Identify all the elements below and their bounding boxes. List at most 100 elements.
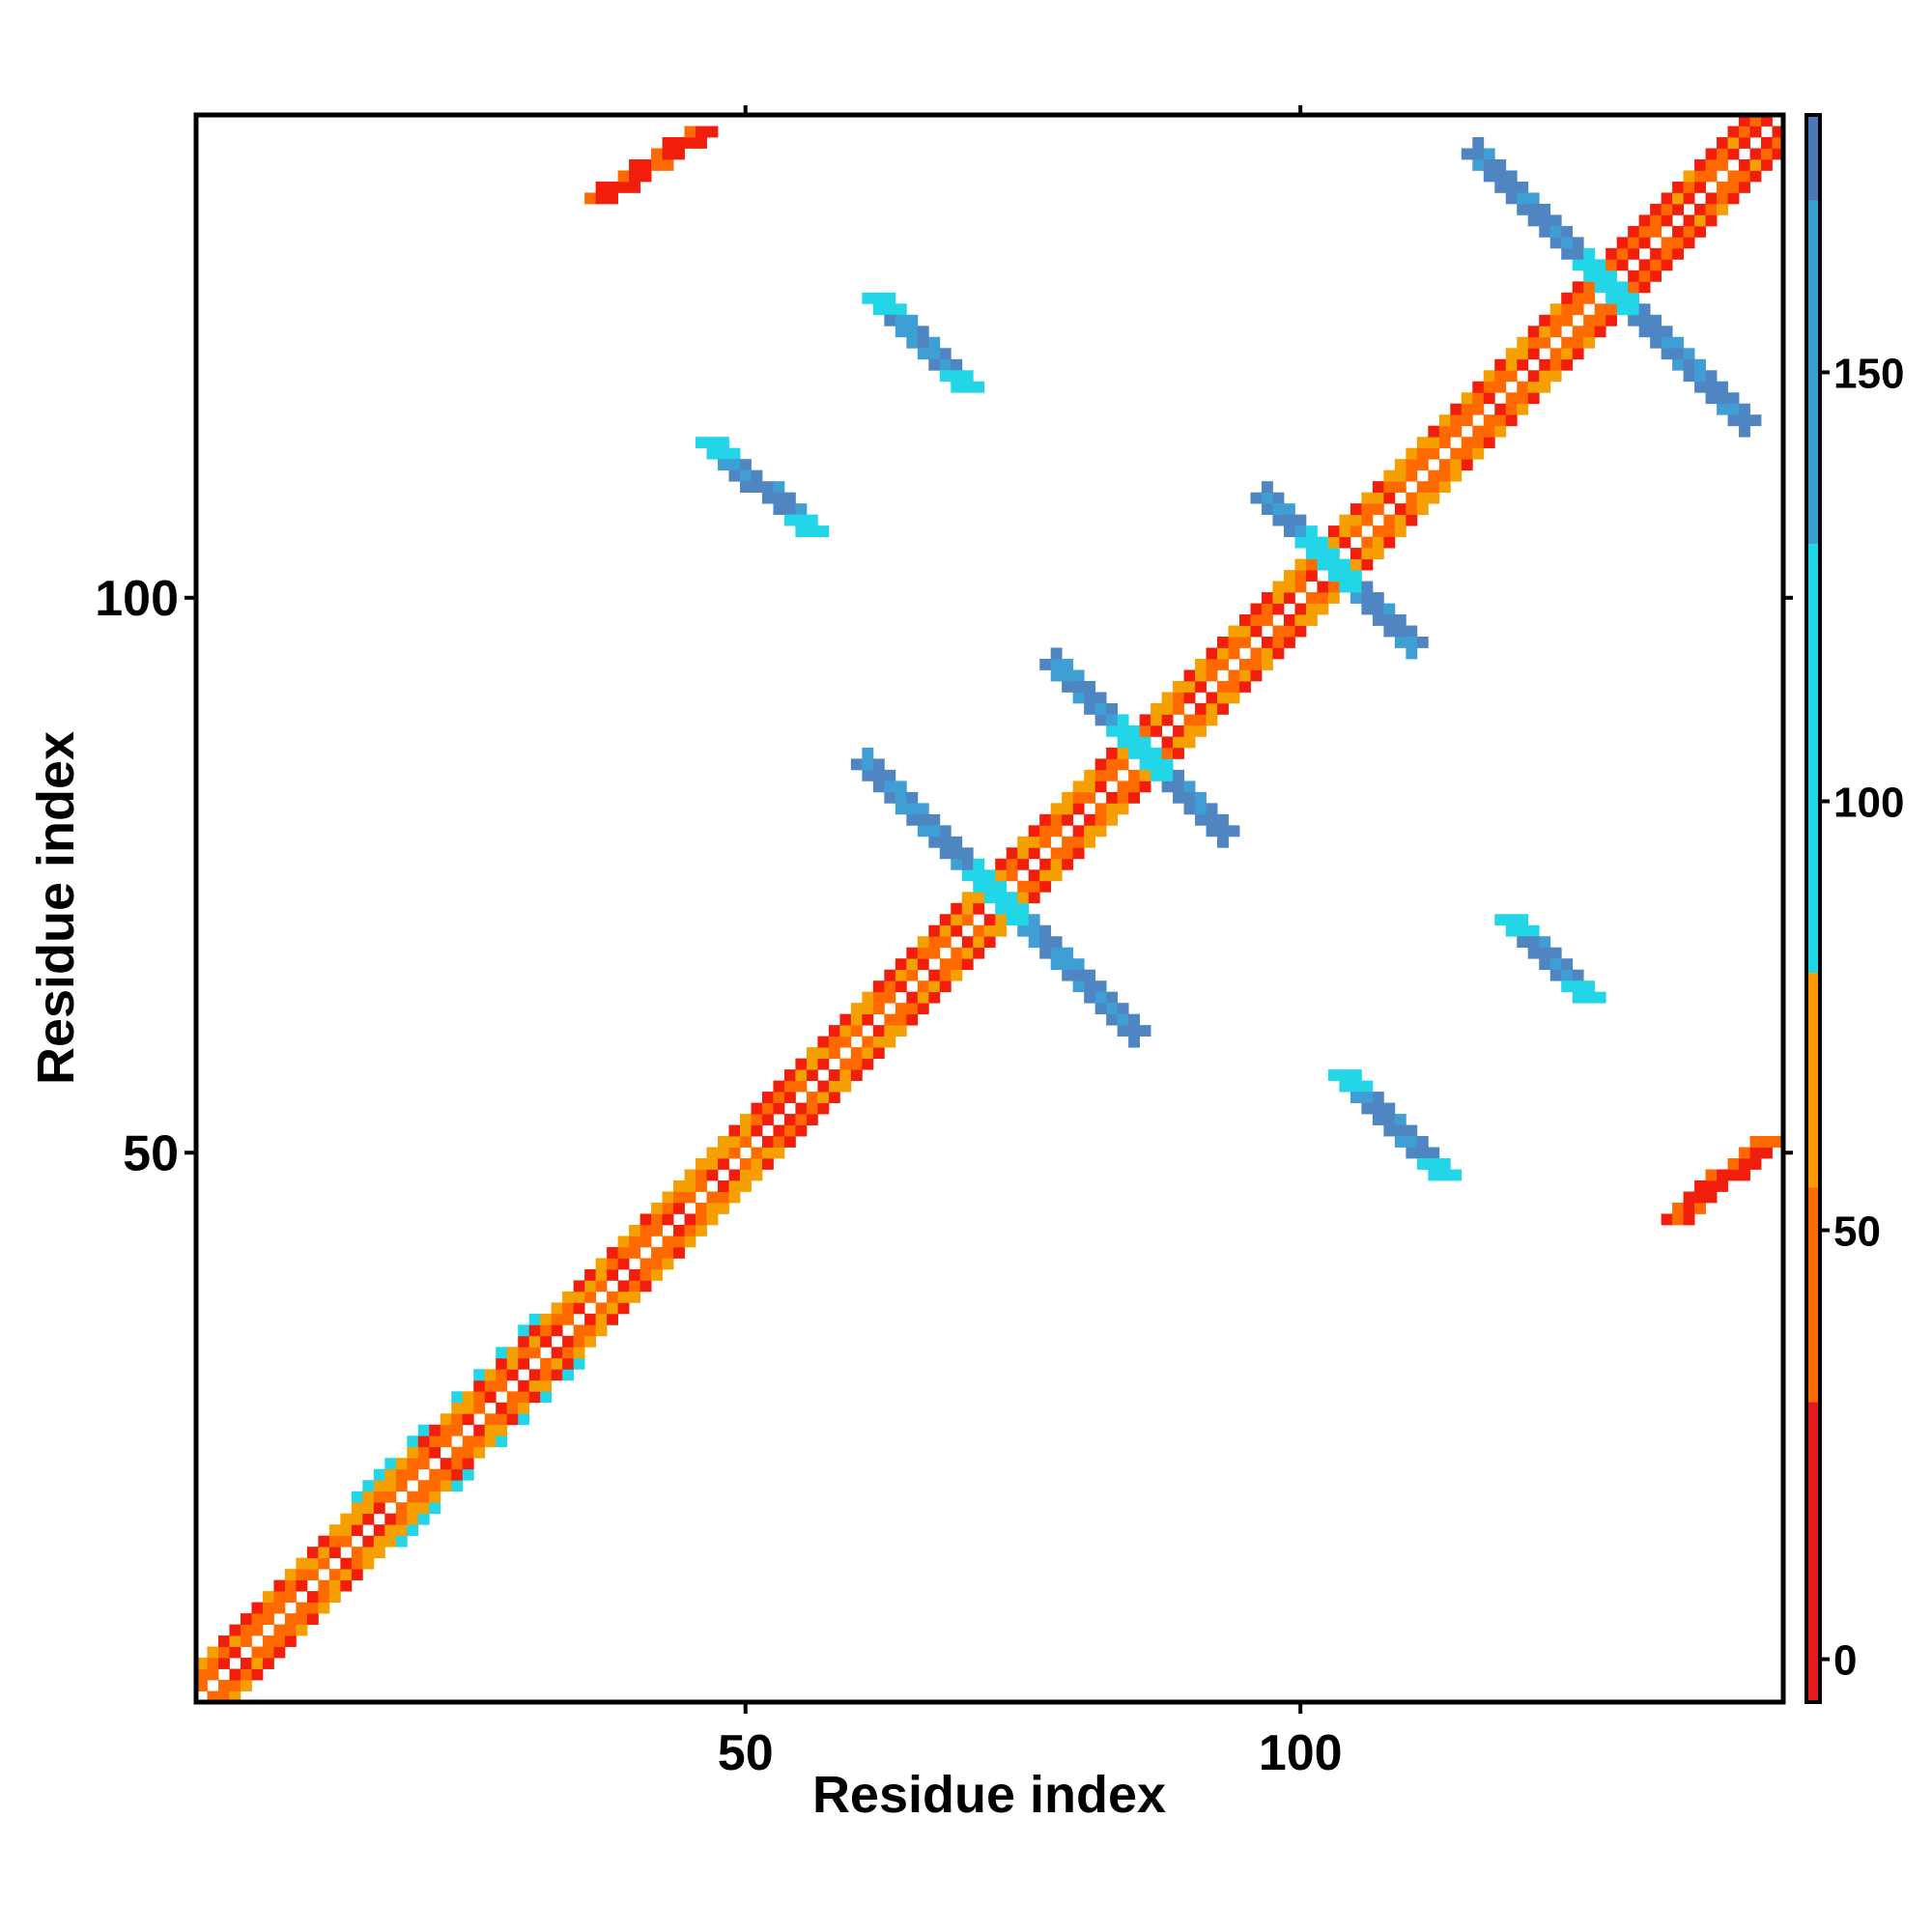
heatmap-cell <box>951 902 963 915</box>
heatmap-cell <box>451 1424 464 1436</box>
heatmap-cell <box>1195 669 1207 682</box>
heatmap-cell <box>1650 247 1662 260</box>
heatmap-cell <box>1272 492 1285 504</box>
heatmap-cell <box>1517 924 1529 937</box>
heatmap-cell <box>862 991 874 1004</box>
heatmap-cell <box>1350 548 1362 559</box>
heatmap-cell <box>306 1557 319 1570</box>
heatmap-cell <box>1239 680 1251 693</box>
heatmap-cell <box>217 1635 230 1647</box>
heatmap-cell <box>884 980 896 993</box>
heatmap-cell <box>1749 414 1762 427</box>
heatmap-cell <box>506 1369 519 1381</box>
heatmap-cell <box>751 1169 763 1181</box>
heatmap-cell <box>1361 558 1374 571</box>
heatmap-cell <box>384 1524 397 1537</box>
heatmap-cell <box>1161 736 1174 749</box>
heatmap-cell <box>639 1224 652 1236</box>
heatmap-cell <box>1028 825 1040 838</box>
heatmap-cell <box>662 1202 674 1214</box>
heatmap-cell <box>284 1579 297 1592</box>
heatmap-cell <box>928 969 941 981</box>
heatmap-cell <box>1483 437 1495 449</box>
heatmap-cell <box>1406 1136 1418 1148</box>
heatmap-cell <box>429 1424 441 1436</box>
heatmap-cell <box>1339 1080 1351 1093</box>
heatmap-cell <box>718 437 729 449</box>
heatmap-cell <box>1561 958 1574 971</box>
heatmap-cell <box>1761 158 1773 171</box>
heatmap-cell <box>1339 526 1351 537</box>
heatmap-cell <box>1006 847 1018 860</box>
heatmap-cell <box>273 1635 286 1647</box>
heatmap-cell <box>1128 1025 1141 1037</box>
heatmap-cell <box>1094 758 1107 771</box>
heatmap-cell <box>1683 214 1695 227</box>
heatmap-cell <box>1517 336 1529 349</box>
heatmap-cell <box>973 858 985 870</box>
heatmap-cell <box>1028 836 1040 848</box>
heatmap-cell <box>1383 536 1396 549</box>
heatmap-cell <box>1350 1069 1362 1081</box>
heatmap-cell <box>1739 425 1750 438</box>
heatmap-cell <box>1383 603 1396 615</box>
heatmap-cell <box>928 813 941 826</box>
heatmap-cell <box>1717 381 1728 393</box>
heatmap-cell <box>1539 326 1551 338</box>
heatmap-cell <box>1183 791 1196 804</box>
heatmap-cell <box>1062 813 1074 826</box>
colorbar-segment <box>1806 200 1820 545</box>
heatmap-cell <box>1428 437 1440 449</box>
heatmap-cell <box>884 292 896 304</box>
heatmap-cell <box>573 1291 585 1303</box>
y-tick-label: 100 <box>95 571 179 627</box>
heatmap-cell <box>440 1458 452 1470</box>
heatmap-cell <box>629 181 640 193</box>
heatmap-cell <box>429 1435 441 1448</box>
heatmap-cell <box>1749 1147 1762 1159</box>
heatmap-cell <box>496 1413 508 1426</box>
heatmap-cell <box>773 503 785 516</box>
heatmap-cell <box>1494 181 1507 193</box>
heatmap-cell <box>651 158 663 171</box>
heatmap-cell <box>862 758 874 771</box>
heatmap-cell <box>1372 503 1384 516</box>
heatmap-cell <box>1494 914 1507 926</box>
heatmap-cell <box>718 1136 729 1148</box>
heatmap-cell <box>473 1424 486 1436</box>
heatmap-cell <box>629 1291 640 1303</box>
heatmap-cell <box>1416 459 1429 471</box>
heatmap-cell <box>417 1424 430 1436</box>
heatmap-cell <box>673 1246 685 1259</box>
heatmap-cell <box>1039 936 1052 949</box>
heatmap-cell <box>895 1025 907 1037</box>
heatmap-cell <box>1661 203 1673 215</box>
heatmap-cell <box>673 148 685 160</box>
heatmap-cell <box>1084 825 1096 838</box>
heatmap-cell <box>1327 548 1340 559</box>
heatmap-cell <box>273 1602 286 1614</box>
heatmap-cell <box>1705 392 1718 405</box>
heatmap-cell <box>1549 225 1562 238</box>
heatmap-cell <box>1549 314 1562 327</box>
heatmap-cell <box>951 969 963 981</box>
heatmap-cell <box>229 1680 242 1691</box>
heatmap-cell <box>1705 214 1718 227</box>
heatmap-cell <box>473 1446 486 1459</box>
heatmap-cell <box>884 314 896 327</box>
heatmap-cell <box>1261 603 1273 615</box>
heatmap-cell <box>1294 625 1307 638</box>
heatmap-cell <box>961 902 974 915</box>
heatmap-cell <box>718 1202 729 1214</box>
heatmap-cell <box>895 1003 907 1015</box>
colorbar <box>1804 113 1822 1704</box>
heatmap-cell <box>1151 724 1162 737</box>
heatmap-cell <box>1650 270 1662 282</box>
heatmap-cell <box>983 936 996 949</box>
heatmap-cell <box>696 1213 707 1226</box>
heatmap-cell <box>528 1379 541 1392</box>
heatmap-cell <box>1561 292 1574 304</box>
heatmap-cell <box>1483 392 1495 405</box>
heatmap-cell <box>262 1602 274 1614</box>
heatmap-cell <box>296 1557 308 1570</box>
